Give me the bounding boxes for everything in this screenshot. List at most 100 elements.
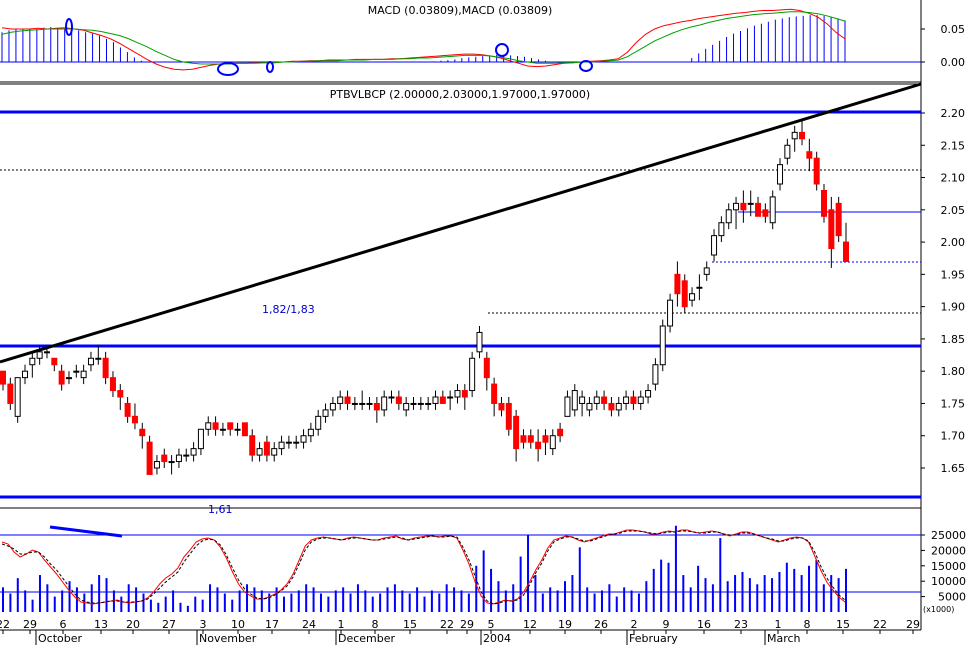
candle-body: [828, 209, 835, 250]
volume-bar: [438, 593, 441, 612]
candle-body: [131, 415, 138, 424]
volume-bar: [564, 581, 566, 612]
candle-body: [645, 390, 652, 398]
volume-bar: [364, 590, 367, 612]
candle-body: [256, 448, 263, 456]
x-day-label: 15: [836, 618, 850, 631]
volume-bar: [697, 565, 700, 612]
divergence-line: [49, 525, 123, 538]
x-day-label: 13: [94, 618, 108, 631]
candle-body: [395, 396, 402, 404]
candle-body: [205, 422, 212, 430]
volume-bar: [149, 599, 152, 612]
candle-body: [234, 428, 241, 431]
candle-body: [403, 402, 410, 411]
candle-body: [843, 241, 849, 262]
candle-body: [51, 357, 58, 366]
volume-unit: (x1000): [923, 605, 954, 614]
volume-bar: [319, 593, 322, 612]
candle-body: [571, 390, 578, 411]
volume-bar: [53, 596, 56, 612]
macd-tick-label: 0.00: [941, 56, 966, 69]
x-day-label: 6: [60, 618, 67, 631]
candle-body: [718, 222, 725, 237]
volume-bar: [748, 578, 751, 612]
price-dotted-levels: [0, 169, 921, 314]
candle-body: [461, 390, 468, 398]
candle-body: [21, 370, 28, 379]
volume-bar: [260, 590, 263, 612]
volume-bar: [172, 590, 175, 612]
candle-body: [703, 267, 710, 275]
volume-bar: [719, 538, 722, 612]
volume-bar: [578, 547, 581, 612]
candle-body: [439, 396, 446, 404]
candle-body: [681, 280, 688, 308]
volume-bar: [312, 587, 315, 612]
candle-body: [285, 441, 292, 444]
volume-bar: [726, 581, 729, 612]
volume-bar: [704, 578, 707, 612]
volume-bar: [674, 525, 677, 612]
price-title: PTBVLBCP (2.00000,2.03000,1.97000,1.9700…: [330, 88, 590, 101]
volume-bar: [549, 587, 552, 612]
candle-body: [241, 422, 248, 437]
volume-bar: [75, 587, 78, 612]
macd-marker-2: [217, 62, 239, 76]
candle-body: [117, 390, 124, 398]
candle-body: [212, 422, 219, 430]
volume-bar: [201, 599, 204, 612]
volume-bar: [31, 599, 34, 612]
candle-body: [14, 377, 21, 417]
candle-body: [711, 235, 718, 256]
candle-body: [58, 370, 65, 385]
volume-bar: [771, 578, 774, 612]
candle-body: [637, 396, 644, 404]
volume-bar: [290, 593, 293, 612]
candle-body: [359, 402, 366, 405]
volume-bar: [734, 575, 737, 612]
x-day-label: 9: [663, 618, 670, 631]
x-day-label: 10: [231, 618, 245, 631]
candle-body: [7, 383, 14, 404]
candle-body: [65, 377, 72, 380]
candle-body: [535, 441, 542, 450]
x-day-label: 29: [23, 618, 37, 631]
volume-bar: [453, 587, 456, 612]
candle-body: [557, 428, 564, 437]
x-day-label: 1: [338, 618, 345, 631]
macd-marker-4: [495, 43, 509, 57]
candle-body: [109, 377, 116, 392]
price-tick-label: 1.85: [941, 333, 966, 346]
candle-body: [520, 435, 527, 443]
volume-bar: [216, 587, 219, 612]
x-day-label: 24: [302, 618, 316, 631]
candle-body: [0, 370, 6, 385]
x-day-label: 22: [0, 618, 10, 631]
candle-body: [168, 461, 175, 464]
x-month-label: October: [38, 632, 82, 645]
x-month-label: December: [338, 632, 396, 645]
volume-bar: [822, 584, 825, 612]
x-day-label: 15: [403, 618, 417, 631]
volume-bar: [253, 587, 256, 612]
volume-bar: [482, 550, 485, 612]
volume-bar: [297, 590, 300, 612]
candle-body: [784, 144, 791, 159]
candle-body: [674, 273, 681, 295]
volume-bar: [9, 593, 12, 612]
candle-body: [747, 202, 754, 205]
candle-body: [469, 357, 476, 392]
candle-body: [667, 299, 674, 327]
x-day-label: 26: [594, 618, 608, 631]
volume-bar: [652, 568, 655, 612]
candle-body: [381, 396, 388, 411]
price-tick-label: 2.10: [941, 172, 966, 185]
stochastic-lines: [1, 529, 846, 605]
volume-bar: [157, 602, 160, 612]
x-day-label: 2: [631, 618, 638, 631]
volume-bar: [401, 590, 404, 612]
candle-body: [197, 428, 204, 450]
candle-body: [373, 402, 380, 411]
